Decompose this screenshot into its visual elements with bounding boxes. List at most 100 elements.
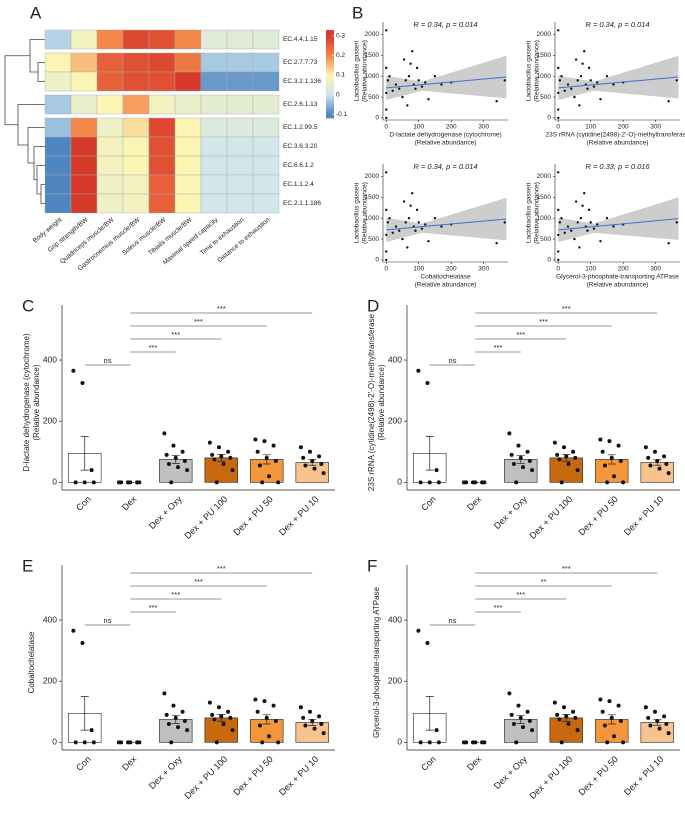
data-point xyxy=(176,725,181,730)
x-tick-label: Dex + PU 100 xyxy=(182,494,229,541)
scatter-point xyxy=(385,116,388,120)
data-point xyxy=(621,740,626,745)
data-point xyxy=(226,449,231,454)
data-point xyxy=(464,740,469,745)
heatmap-cell xyxy=(200,155,228,176)
scatter-point xyxy=(675,221,678,224)
colorbar-segment xyxy=(326,44,334,47)
x-tick-label: Con xyxy=(74,494,93,513)
data-point xyxy=(602,723,607,728)
data-point xyxy=(511,722,516,727)
scatter-point xyxy=(586,229,589,232)
y-tick-label: 1500 xyxy=(365,52,380,59)
significance-label: *** xyxy=(562,304,571,313)
data-point xyxy=(555,712,560,717)
y-tick-label: 200 xyxy=(388,675,402,685)
y-tick-label: 500 xyxy=(368,94,379,101)
data-point xyxy=(166,462,171,467)
colorbar-segment xyxy=(326,70,334,73)
scatter-point xyxy=(583,49,586,53)
data-point xyxy=(73,480,78,485)
colorbar-segment xyxy=(326,40,334,43)
colorbar-segment xyxy=(326,94,334,97)
scatter-point xyxy=(420,85,424,88)
panel-letter: D xyxy=(367,296,379,315)
scatter-point xyxy=(415,208,419,212)
scatter-point xyxy=(574,200,578,203)
heatmap-cell xyxy=(148,71,176,92)
data-point xyxy=(616,703,621,708)
heatmap-cell xyxy=(96,174,124,195)
colorbar-segment xyxy=(326,80,334,83)
x-tick-label: Dex + PU 50 xyxy=(232,494,275,537)
error-bar xyxy=(80,436,89,471)
data-point xyxy=(564,714,569,719)
panel-letter: A xyxy=(30,3,42,22)
data-point xyxy=(166,722,171,727)
dendrogram xyxy=(4,39,45,204)
heatmap-cell xyxy=(122,136,150,157)
data-point xyxy=(666,731,671,736)
data-point xyxy=(216,445,221,450)
data-point xyxy=(310,718,315,723)
data-point xyxy=(509,452,514,457)
data-point xyxy=(473,480,478,485)
data-point xyxy=(257,463,262,468)
scatter-point xyxy=(440,225,443,228)
data-point xyxy=(221,462,226,467)
scatter-point xyxy=(557,66,560,70)
data-point xyxy=(71,368,76,373)
data-point xyxy=(418,740,423,745)
scatter-point xyxy=(599,97,602,101)
data-point xyxy=(607,439,612,444)
data-point xyxy=(609,455,614,460)
data-point xyxy=(310,458,315,463)
significance-label: *** xyxy=(516,330,525,339)
heatmap-cell xyxy=(174,94,202,115)
data-point xyxy=(561,705,566,710)
y-axis-label: Lactobacillus gasseri xyxy=(354,41,361,101)
y-axis-label: Lactobacillus gasseri xyxy=(526,41,533,101)
data-point xyxy=(221,722,226,727)
scatter-point xyxy=(589,79,592,82)
colorbar-segment xyxy=(326,30,334,33)
heatmap-cell xyxy=(148,174,176,195)
scatter-point xyxy=(385,171,388,174)
colorbar-segment xyxy=(326,84,334,87)
scatter-point xyxy=(557,116,560,120)
heatmap-cell xyxy=(200,52,228,73)
scatter-point xyxy=(401,237,404,241)
data-point xyxy=(612,474,617,479)
heatmap-cell xyxy=(226,174,254,195)
data-point xyxy=(321,471,326,476)
panel-letter: B xyxy=(352,3,363,22)
data-point xyxy=(319,722,324,727)
scatter-point xyxy=(407,217,411,220)
data-point xyxy=(317,454,322,459)
y-tick-label: 1500 xyxy=(537,52,552,59)
data-point xyxy=(664,462,669,467)
scatter-point xyxy=(385,91,388,95)
scatter-point xyxy=(675,79,678,82)
error-bar xyxy=(425,436,434,471)
data-point xyxy=(253,437,258,442)
scatter-point xyxy=(576,79,579,82)
data-point xyxy=(182,458,187,463)
heatmap-cell xyxy=(122,155,150,176)
scatter-point xyxy=(503,221,506,224)
data-point xyxy=(602,463,607,468)
scatter-point xyxy=(388,75,391,78)
colorbar-segment xyxy=(326,32,334,35)
data-point xyxy=(162,431,167,436)
colorbar-segment xyxy=(326,116,334,119)
data-point xyxy=(434,728,439,733)
data-point xyxy=(267,734,272,739)
x-tick-label: 100 xyxy=(585,124,596,131)
data-point xyxy=(473,740,478,745)
data-point xyxy=(301,455,306,460)
data-point xyxy=(226,709,231,714)
scatter-point xyxy=(573,237,576,241)
colorbar-segment xyxy=(326,56,334,59)
data-point xyxy=(301,715,306,720)
colorbar-segment xyxy=(326,42,334,45)
